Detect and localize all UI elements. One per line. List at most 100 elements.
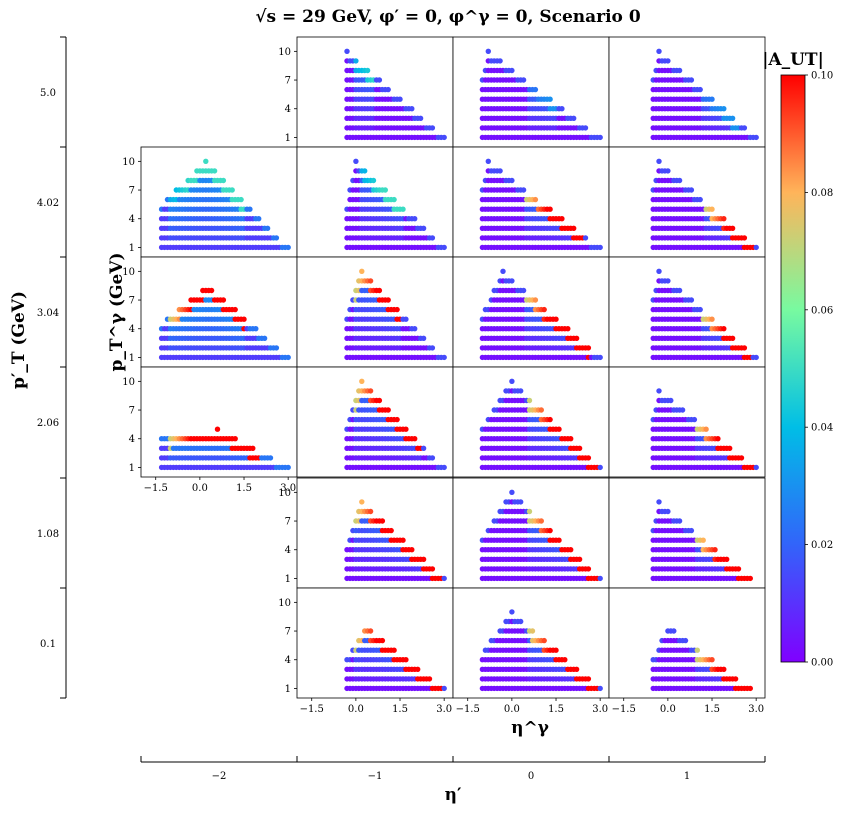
xtick-label: 3.0 [592, 704, 608, 715]
data-point [597, 244, 603, 251]
data-point [741, 345, 748, 351]
ytick-label: 7 [285, 627, 291, 638]
data-point [691, 416, 698, 423]
ytick-label: 10 [278, 488, 291, 499]
data-point [721, 216, 727, 222]
colorbar-tick-label: 0.00 [811, 658, 833, 669]
ytick-label: 7 [129, 296, 135, 307]
data-point [403, 316, 409, 322]
data-point [359, 378, 365, 384]
data-point [571, 225, 577, 231]
xtick-label: 1.5 [704, 704, 720, 715]
colorbar-tick-label: 0.10 [811, 71, 833, 82]
data-point [526, 397, 533, 404]
outer-x-tick-label: 1 [684, 771, 690, 782]
data-point [211, 168, 218, 174]
data-point [376, 397, 383, 404]
data-point [220, 297, 227, 303]
xtick-label: 0.0 [192, 483, 208, 494]
x-axis-label: η^γ [511, 718, 550, 738]
data-point [709, 316, 715, 322]
data-point [394, 416, 400, 423]
data-point [367, 508, 374, 515]
data-point [676, 518, 683, 524]
data-point [485, 158, 491, 164]
data-point [485, 48, 491, 54]
data-point [420, 556, 427, 562]
data-point [576, 556, 583, 562]
data-point [429, 455, 436, 461]
data-point [261, 335, 268, 341]
data-point [753, 244, 759, 251]
data-point [232, 436, 238, 442]
data-point [556, 537, 562, 543]
data-point [520, 287, 527, 294]
data-point [562, 657, 568, 663]
xtick-label: 0.0 [348, 704, 364, 715]
data-point [429, 235, 436, 241]
data-point [367, 278, 374, 284]
data-point [509, 67, 515, 74]
data-point [520, 77, 527, 83]
ytick-label: 4 [285, 104, 291, 115]
data-point [738, 455, 745, 461]
panels-grid: 1 4 7 10 1 4 7 10 1 4 7 10 1 4 7 10 −1.5 0.0 1.5 3.0 1 4 7 10 1 4… [122, 36, 766, 715]
data-point [518, 499, 524, 505]
data-point [500, 268, 506, 274]
data-point [232, 306, 238, 313]
data-point [597, 575, 603, 582]
data-point [709, 96, 715, 102]
ytick-label: 1 [129, 463, 135, 474]
ytick-label: 1 [285, 684, 291, 695]
data-point [256, 216, 262, 222]
data-point [571, 115, 577, 122]
data-point [379, 637, 386, 644]
data-point [385, 86, 391, 93]
data-point [509, 489, 515, 495]
data-point [403, 426, 409, 432]
data-point [565, 326, 571, 332]
data-point [370, 177, 377, 184]
data-point [394, 306, 400, 313]
data-point [264, 225, 271, 231]
data-point [682, 637, 689, 644]
panel-r4-c1: 1 4 7 10 [278, 477, 454, 589]
ytick-label: 7 [129, 406, 135, 417]
data-point [547, 527, 553, 534]
panel-r2-c1 [296, 256, 454, 368]
panel-r5-c2: −1.5 0.0 1.5 3.0 [452, 587, 610, 715]
outer-y-axis-label: p′_T (GeV) [9, 291, 29, 389]
data-point [724, 556, 730, 562]
xtick-label: 3.0 [436, 704, 452, 715]
data-point [429, 125, 436, 131]
xtick-label: −1.5 [300, 704, 324, 715]
data-point [676, 287, 683, 294]
data-point [753, 464, 759, 471]
data-point [518, 388, 524, 394]
data-point [238, 196, 244, 203]
data-point [676, 177, 683, 184]
data-point [553, 647, 559, 653]
ytick-label: 1 [129, 353, 135, 364]
data-point [497, 168, 503, 174]
panel-r4-c2 [452, 477, 610, 589]
data-point [712, 547, 718, 553]
data-point [364, 67, 371, 74]
data-point [709, 657, 715, 663]
ytick-label: 7 [285, 517, 291, 528]
panel-r1-c3 [608, 146, 766, 258]
panel-r3-c1 [296, 366, 454, 478]
data-point [585, 455, 592, 461]
panel-r2-c2 [452, 256, 610, 368]
data-point [417, 115, 424, 122]
outer-y-tick-label: 2.06 [37, 418, 59, 429]
data-point [385, 297, 391, 303]
panel-r1-c1 [296, 146, 454, 258]
data-point [721, 666, 727, 672]
data-point [747, 575, 753, 582]
data-point [385, 407, 391, 413]
xtick-label: 0.0 [660, 704, 676, 715]
panel-r3-c0: 1 4 7 10 −1.5 0.0 1.5 3.0 [122, 366, 298, 494]
data-point [379, 518, 386, 524]
data-point [441, 685, 447, 692]
